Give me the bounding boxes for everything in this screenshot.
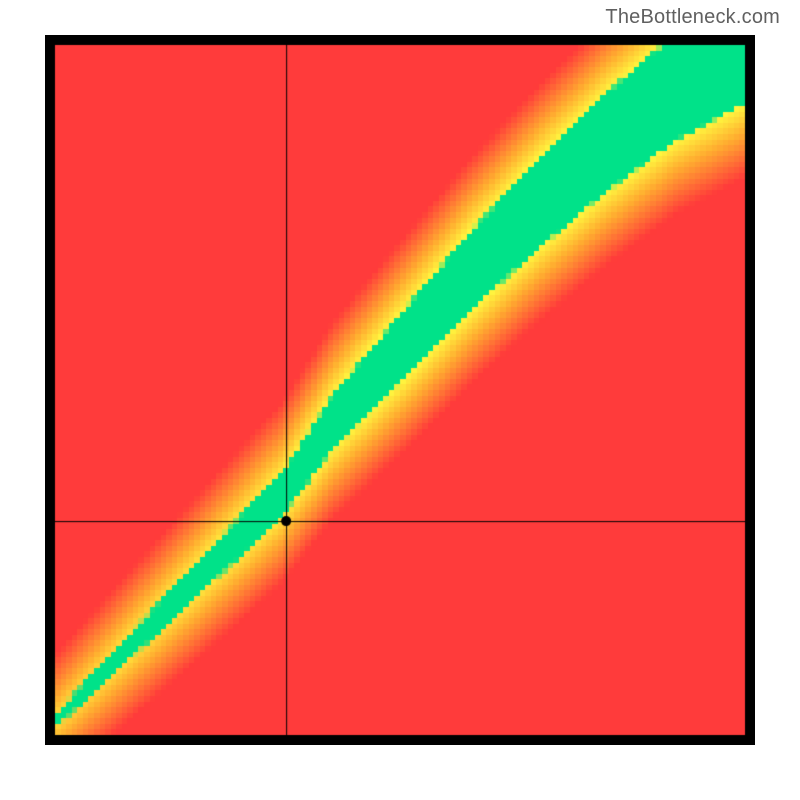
plot-area — [45, 35, 755, 745]
heatmap-canvas — [45, 35, 755, 745]
watermark-text: TheBottleneck.com — [605, 6, 780, 29]
chart-wrapper: TheBottleneck.com — [0, 0, 800, 800]
